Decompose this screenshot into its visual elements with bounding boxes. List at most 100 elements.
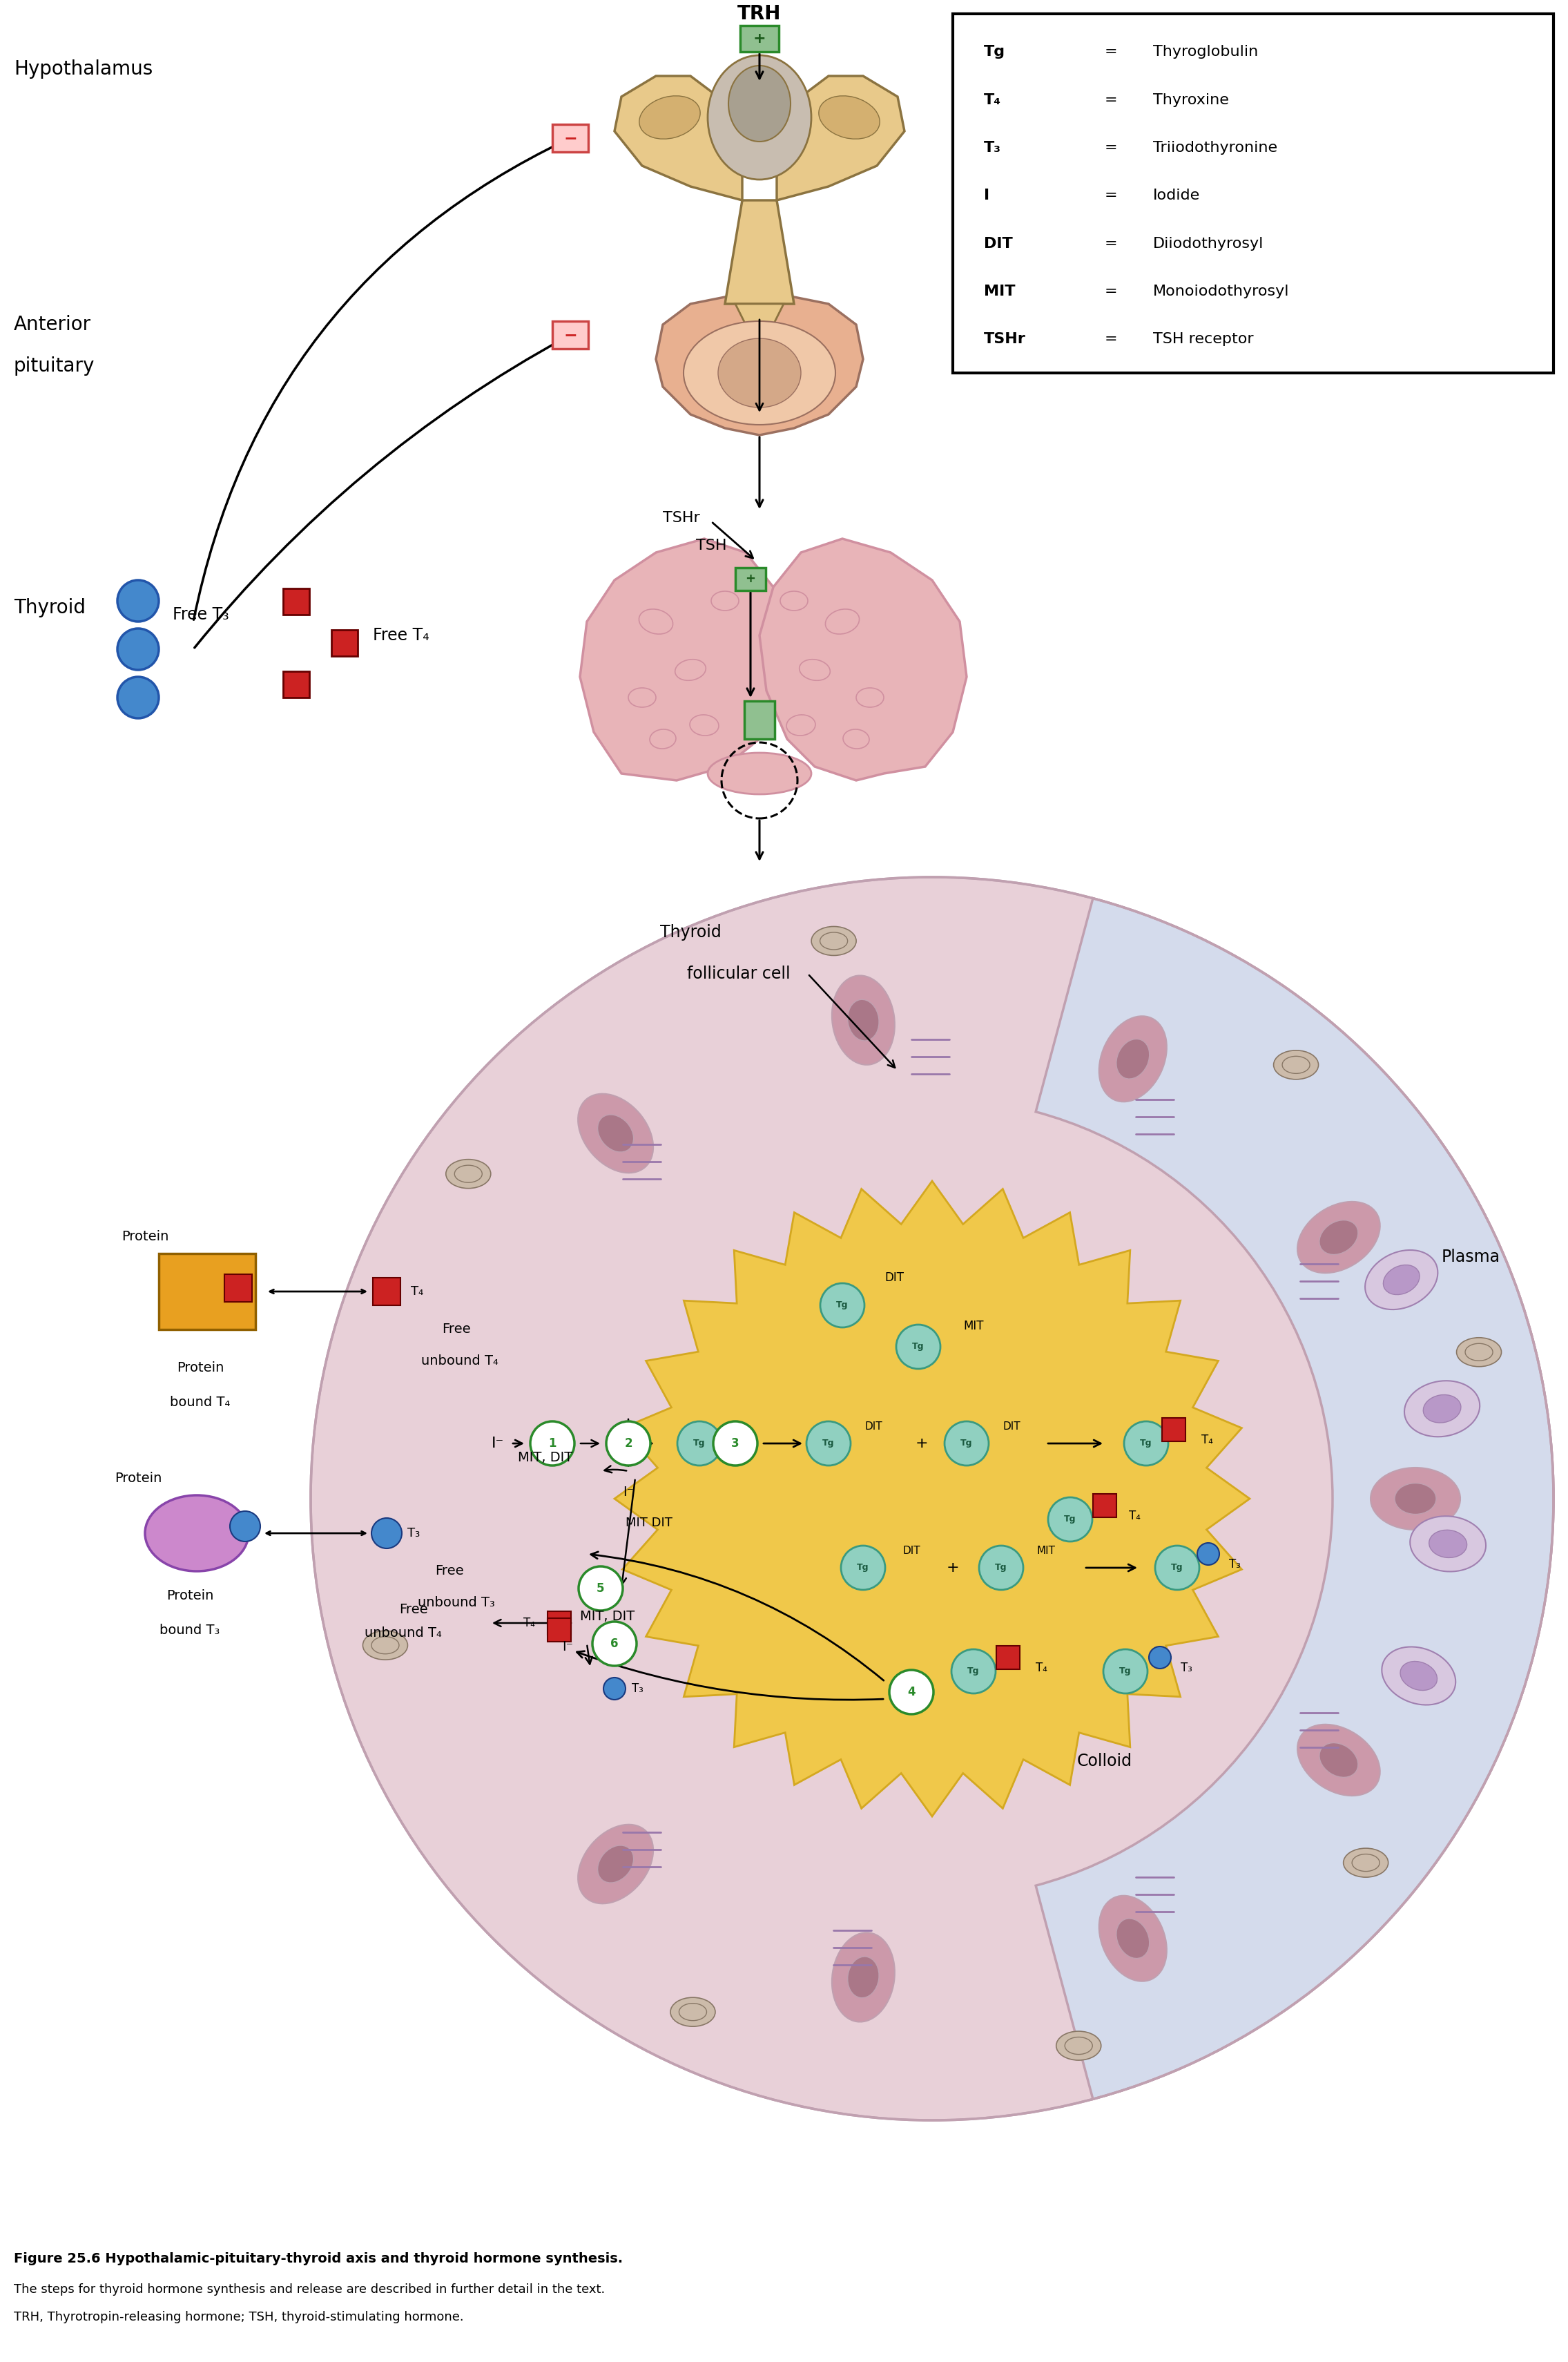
Ellipse shape xyxy=(729,66,790,142)
Circle shape xyxy=(889,1670,933,1715)
Ellipse shape xyxy=(1366,1249,1438,1309)
Text: =: = xyxy=(1105,333,1118,347)
Circle shape xyxy=(1047,1498,1093,1542)
Circle shape xyxy=(607,1422,651,1464)
Ellipse shape xyxy=(848,1956,880,1998)
Ellipse shape xyxy=(579,1094,654,1174)
Text: I⁻: I⁻ xyxy=(622,1486,633,1498)
Text: +: + xyxy=(745,572,756,586)
Text: Anterior: Anterior xyxy=(14,314,91,335)
Text: I: I xyxy=(983,189,989,203)
Ellipse shape xyxy=(1424,1394,1461,1422)
Bar xyxy=(284,671,309,697)
Text: Tg: Tg xyxy=(1065,1514,1076,1523)
Bar xyxy=(224,1273,252,1301)
Text: Tg: Tg xyxy=(693,1438,706,1448)
Text: Iodide: Iodide xyxy=(1152,189,1200,203)
Bar xyxy=(740,26,779,52)
Text: 4: 4 xyxy=(908,1686,916,1698)
Circle shape xyxy=(118,581,158,621)
Text: T₄: T₄ xyxy=(1129,1509,1140,1521)
Text: 6: 6 xyxy=(610,1637,618,1651)
Text: follicular cell: follicular cell xyxy=(687,966,790,983)
Ellipse shape xyxy=(1297,1202,1380,1273)
Bar xyxy=(1093,1493,1116,1516)
Text: T₃: T₃ xyxy=(983,142,1000,156)
Text: 5: 5 xyxy=(597,1583,605,1594)
Circle shape xyxy=(579,1566,622,1611)
Wedge shape xyxy=(1036,898,1554,2100)
Text: Protein: Protein xyxy=(114,1472,162,1486)
Ellipse shape xyxy=(640,97,701,139)
Bar xyxy=(552,125,588,151)
Circle shape xyxy=(310,876,1554,2121)
Text: Thyroxine: Thyroxine xyxy=(1152,92,1229,106)
Ellipse shape xyxy=(1319,1743,1358,1776)
Bar xyxy=(735,567,765,590)
Ellipse shape xyxy=(1405,1382,1480,1436)
Text: MIT: MIT xyxy=(1036,1545,1055,1557)
Ellipse shape xyxy=(362,1630,408,1660)
Text: Diiodothyrosyl: Diiodothyrosyl xyxy=(1152,236,1264,250)
Ellipse shape xyxy=(1370,1467,1460,1531)
Text: Tg: Tg xyxy=(1140,1438,1152,1448)
Text: DIT: DIT xyxy=(903,1545,920,1557)
Text: unbound T₃: unbound T₃ xyxy=(417,1597,495,1609)
Text: DIT: DIT xyxy=(983,236,1013,250)
Text: Free T₃: Free T₃ xyxy=(172,607,229,624)
Text: DIT: DIT xyxy=(1002,1422,1021,1431)
Text: T₄: T₄ xyxy=(411,1285,423,1297)
Circle shape xyxy=(840,1545,886,1590)
Circle shape xyxy=(944,1422,989,1464)
Text: Tg: Tg xyxy=(1171,1564,1184,1573)
Text: MIT: MIT xyxy=(983,286,1016,298)
Text: pituitary: pituitary xyxy=(14,357,94,376)
Text: DIT: DIT xyxy=(884,1271,903,1285)
Text: Plasma: Plasma xyxy=(1441,1249,1501,1266)
Text: Hypothalamus: Hypothalamus xyxy=(14,59,152,78)
Ellipse shape xyxy=(1116,1918,1149,1958)
Ellipse shape xyxy=(1383,1266,1419,1294)
Text: Figure 25.6 Hypothalamic-pituitary-thyroid axis and thyroid hormone synthesis.: Figure 25.6 Hypothalamic-pituitary-thyro… xyxy=(14,2251,622,2265)
Ellipse shape xyxy=(1116,1039,1149,1079)
Text: TSHr: TSHr xyxy=(983,333,1025,347)
Bar xyxy=(547,1618,571,1642)
Text: 3: 3 xyxy=(731,1436,740,1450)
Text: T₄: T₄ xyxy=(1036,1663,1047,1675)
Circle shape xyxy=(118,628,158,671)
Text: TRH: TRH xyxy=(737,5,781,24)
Text: TSH: TSH xyxy=(696,539,726,553)
Circle shape xyxy=(604,1677,626,1701)
Text: Free: Free xyxy=(434,1564,464,1578)
Circle shape xyxy=(1124,1422,1168,1464)
Text: =: = xyxy=(1105,236,1118,250)
Text: T₃: T₃ xyxy=(1229,1559,1240,1571)
Ellipse shape xyxy=(597,1845,633,1883)
Ellipse shape xyxy=(707,753,811,794)
Ellipse shape xyxy=(848,999,880,1042)
Text: MIT, DIT: MIT, DIT xyxy=(580,1609,635,1623)
Circle shape xyxy=(952,1649,996,1694)
Polygon shape xyxy=(776,76,905,201)
Text: Free T₄: Free T₄ xyxy=(373,626,430,645)
Ellipse shape xyxy=(1394,1483,1436,1514)
Ellipse shape xyxy=(1319,1221,1358,1254)
Ellipse shape xyxy=(1428,1531,1468,1557)
Text: Free: Free xyxy=(400,1604,428,1616)
Bar xyxy=(552,321,588,350)
Ellipse shape xyxy=(718,338,801,409)
Circle shape xyxy=(530,1422,574,1464)
Circle shape xyxy=(1104,1649,1148,1694)
Bar xyxy=(284,588,309,614)
Text: =: = xyxy=(1105,189,1118,203)
Text: Free: Free xyxy=(442,1323,470,1337)
Text: MIT DIT: MIT DIT xyxy=(626,1516,673,1528)
Ellipse shape xyxy=(833,976,895,1065)
Text: Tg: Tg xyxy=(823,1438,834,1448)
Ellipse shape xyxy=(1057,2031,1101,2060)
Ellipse shape xyxy=(1344,1847,1388,1878)
Circle shape xyxy=(118,678,158,718)
Text: +: + xyxy=(916,1436,928,1450)
Circle shape xyxy=(593,1623,637,1665)
Circle shape xyxy=(1149,1646,1171,1668)
